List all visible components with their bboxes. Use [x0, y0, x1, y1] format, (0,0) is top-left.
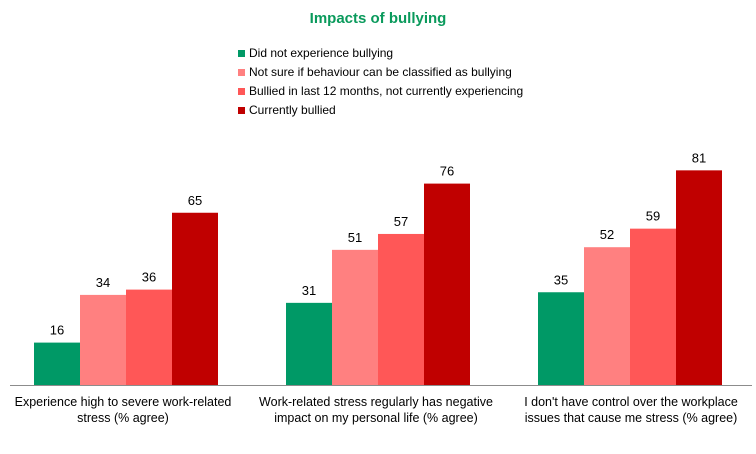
data-label: 35	[554, 272, 568, 287]
legend: Did not experience bullying Not sure if …	[238, 44, 523, 120]
data-label: 76	[440, 164, 454, 179]
data-label: 81	[692, 150, 706, 165]
bar	[584, 247, 630, 385]
legend-swatch	[238, 88, 245, 95]
bar	[538, 292, 584, 385]
bar	[630, 228, 676, 385]
bar	[332, 249, 378, 385]
legend-label: Currently bullied	[249, 103, 336, 117]
data-label: 16	[50, 323, 64, 338]
bar	[34, 342, 80, 385]
data-label: 52	[600, 227, 614, 242]
data-label: 57	[394, 214, 408, 229]
legend-label: Not sure if behaviour can be classified …	[249, 65, 512, 79]
bar	[286, 302, 332, 385]
legend-item: Did not experience bullying	[238, 44, 523, 63]
bar	[80, 294, 126, 385]
bar	[172, 212, 218, 385]
data-label: 31	[302, 283, 316, 298]
legend-label: Did not experience bullying	[249, 46, 394, 60]
data-label: 34	[96, 275, 110, 290]
legend-item: Bullied in last 12 months, not currently…	[238, 82, 523, 101]
chart-title: Impacts of bullying	[309, 10, 447, 27]
data-label: 59	[646, 209, 660, 224]
bar	[676, 170, 722, 385]
bar	[424, 183, 470, 385]
legend-swatch	[238, 69, 245, 76]
bar	[126, 289, 172, 385]
data-label: 65	[188, 193, 202, 208]
category-label: Experience high to severe work-related s…	[14, 395, 232, 425]
legend-swatch	[238, 107, 245, 114]
legend-item: Not sure if behaviour can be classified …	[238, 63, 523, 82]
legend-swatch	[238, 50, 245, 57]
category-label: Work-related stress regularly has negati…	[259, 395, 493, 425]
data-label: 36	[142, 270, 156, 285]
bar	[378, 233, 424, 385]
legend-item: Currently bullied	[238, 101, 523, 120]
legend-label: Bullied in last 12 months, not currently…	[249, 84, 524, 98]
data-label: 51	[348, 230, 362, 245]
category-label: I don't have control over the workplace …	[524, 395, 738, 425]
